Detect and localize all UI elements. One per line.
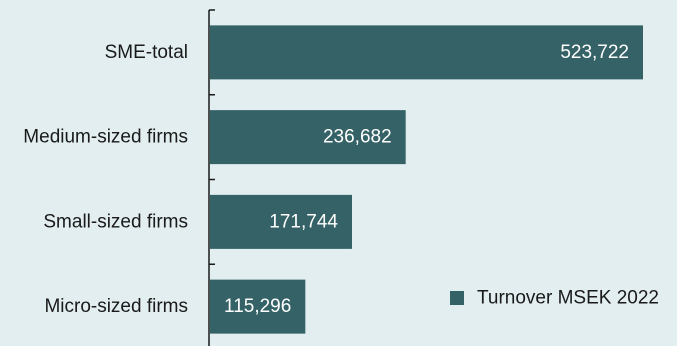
category-label: Small-sized firms <box>43 211 188 232</box>
bars-group <box>210 25 643 334</box>
value-label: 523,722 <box>560 42 629 63</box>
y-axis-ticks <box>209 9 215 265</box>
category-label: Medium-sized firms <box>23 127 188 148</box>
legend-swatch <box>450 291 464 305</box>
value-label: 115,296 <box>224 296 291 317</box>
legend: Turnover MSEK 2022 <box>450 288 659 309</box>
value-labels: 523,722 236,682 171,744 115,296 <box>224 42 629 317</box>
category-label: SME-total <box>105 42 188 63</box>
value-label: 171,744 <box>269 211 338 232</box>
bar <box>210 110 406 165</box>
legend-label: Turnover MSEK 2022 <box>477 288 659 309</box>
category-label: Micro-sized firms <box>44 296 188 317</box>
bar <box>210 194 352 249</box>
bar <box>210 279 306 334</box>
category-labels: SME-total Medium-sized firms Small-sized f… <box>23 42 188 317</box>
value-label: 236,682 <box>323 127 392 148</box>
bar <box>210 25 643 80</box>
